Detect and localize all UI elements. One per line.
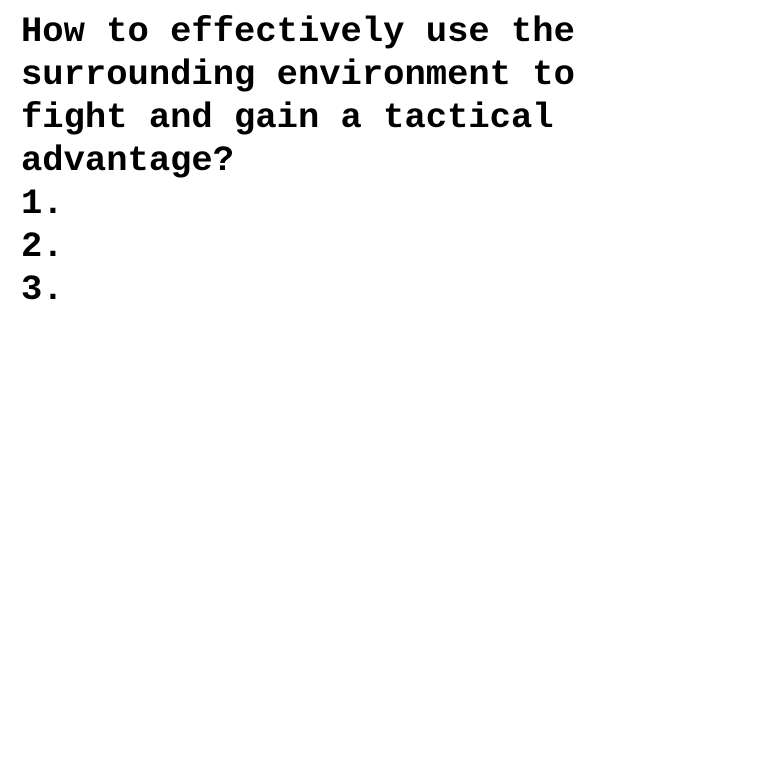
- list-item-1: 1.: [21, 183, 64, 224]
- document-body: How to effectively use the surrounding e…: [21, 10, 741, 311]
- question-line: How to effectively use the: [21, 11, 575, 52]
- list-item-3: 3.: [21, 269, 64, 310]
- question-line: surrounding environment to: [21, 54, 575, 95]
- question-line: advantage?: [21, 140, 235, 181]
- question-line: fight and gain a tactical: [21, 97, 554, 138]
- list-item-2: 2.: [21, 226, 64, 267]
